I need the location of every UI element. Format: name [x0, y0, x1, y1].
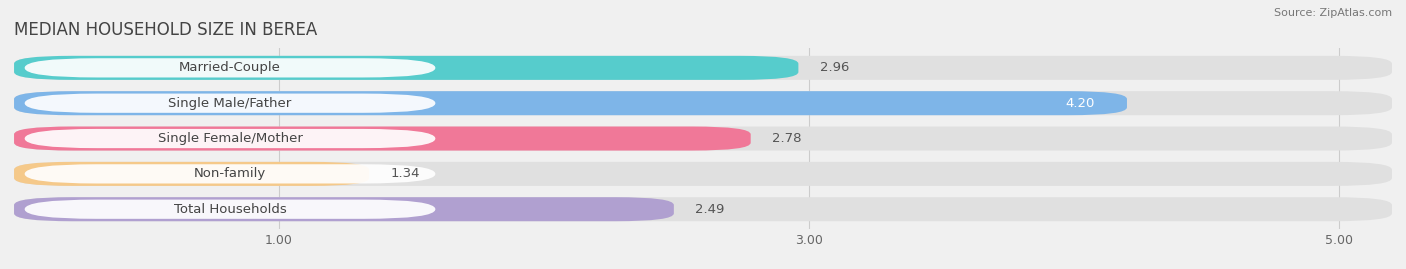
FancyBboxPatch shape [14, 162, 370, 186]
FancyBboxPatch shape [14, 197, 673, 221]
FancyBboxPatch shape [14, 162, 1392, 186]
FancyBboxPatch shape [25, 164, 436, 183]
Text: Single Male/Father: Single Male/Father [169, 97, 291, 110]
FancyBboxPatch shape [25, 200, 436, 219]
FancyBboxPatch shape [14, 126, 751, 151]
Text: 4.20: 4.20 [1066, 97, 1095, 110]
FancyBboxPatch shape [25, 94, 436, 113]
FancyBboxPatch shape [14, 126, 1392, 151]
FancyBboxPatch shape [25, 58, 436, 77]
Text: Total Households: Total Households [174, 203, 287, 216]
Text: 2.49: 2.49 [695, 203, 724, 216]
Text: Single Female/Mother: Single Female/Mother [157, 132, 302, 145]
Text: Source: ZipAtlas.com: Source: ZipAtlas.com [1274, 8, 1392, 18]
Text: 2.96: 2.96 [820, 61, 849, 74]
Text: Married-Couple: Married-Couple [179, 61, 281, 74]
Text: MEDIAN HOUSEHOLD SIZE IN BEREA: MEDIAN HOUSEHOLD SIZE IN BEREA [14, 20, 318, 38]
FancyBboxPatch shape [14, 56, 799, 80]
FancyBboxPatch shape [14, 56, 1392, 80]
FancyBboxPatch shape [14, 91, 1392, 115]
FancyBboxPatch shape [25, 129, 436, 148]
Text: 2.78: 2.78 [772, 132, 801, 145]
FancyBboxPatch shape [14, 91, 1128, 115]
Text: 1.34: 1.34 [391, 167, 420, 180]
FancyBboxPatch shape [14, 197, 1392, 221]
Text: Non-family: Non-family [194, 167, 266, 180]
